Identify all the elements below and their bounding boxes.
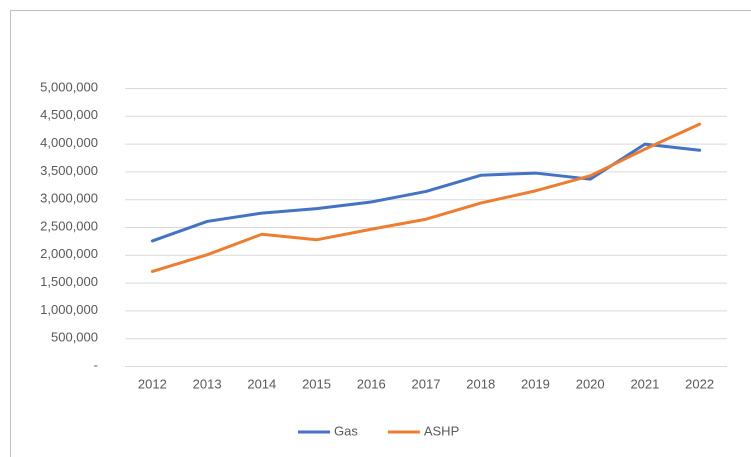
y-tick-label: 2,500,000 bbox=[40, 218, 98, 233]
y-tick-label: 500,000 bbox=[51, 330, 98, 345]
y-tick-label: 3,000,000 bbox=[40, 191, 98, 206]
x-tick-label: 2013 bbox=[193, 376, 222, 391]
x-tick-label: 2018 bbox=[466, 376, 495, 391]
x-tick-label: 2021 bbox=[630, 376, 659, 391]
chart-frame bbox=[10, 10, 751, 457]
x-tick-label: 2016 bbox=[357, 376, 386, 391]
x-tick-label: 2014 bbox=[247, 376, 276, 391]
y-tick-label: 1,500,000 bbox=[40, 274, 98, 289]
y-tick-label: 3,500,000 bbox=[40, 163, 98, 178]
y-tick-label: 4,500,000 bbox=[40, 107, 98, 122]
legend-label: Gas bbox=[334, 423, 358, 438]
x-tick-label: 2022 bbox=[685, 376, 714, 391]
legend-label: ASHP bbox=[424, 423, 459, 438]
x-tick-label: 2015 bbox=[302, 376, 331, 391]
y-tick-label: 5,000,000 bbox=[40, 79, 98, 94]
y-tick-label: - bbox=[94, 357, 98, 372]
series-line bbox=[150, 122, 702, 273]
y-tick-label: 2,000,000 bbox=[40, 246, 98, 261]
y-tick-label: 4,000,000 bbox=[40, 135, 98, 150]
x-tick-label: 2020 bbox=[576, 376, 605, 391]
x-tick-label: 2019 bbox=[521, 376, 550, 391]
x-tick-label: 2012 bbox=[138, 376, 167, 391]
x-tick-label: 2017 bbox=[412, 376, 441, 391]
y-tick-label: 1,000,000 bbox=[40, 302, 98, 317]
